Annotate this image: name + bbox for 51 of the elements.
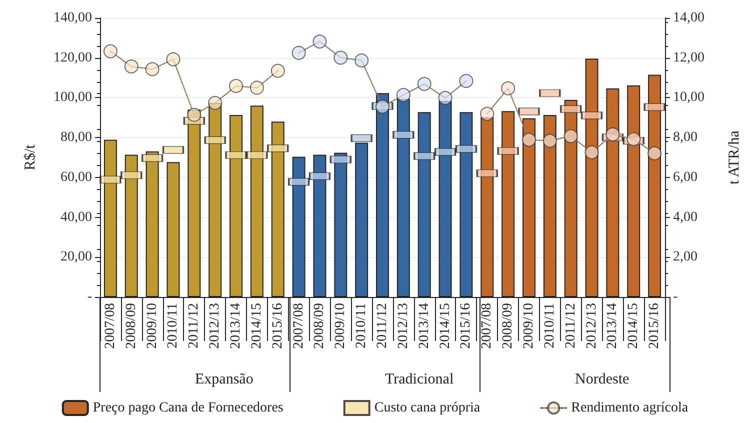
x-tick-label: 2015/16 xyxy=(270,303,286,349)
x-tick-label: 2012/13 xyxy=(208,303,223,349)
y2-tick-label: 12,00 xyxy=(673,50,704,66)
y-tick-label: 20,00 xyxy=(60,250,92,265)
legend-label: Custo cana própria xyxy=(374,400,481,416)
x-tick-label: 2009/10 xyxy=(333,303,348,349)
y-tick-label: - xyxy=(87,290,92,304)
x-tick-label: 2010/11 xyxy=(542,303,558,348)
y2-tick-label: 14,00 xyxy=(673,10,704,26)
x-tick-label: 2014/15 xyxy=(626,303,642,349)
x-tick-label: 2011/12 xyxy=(563,303,578,348)
x-tick-label: 2010/11 xyxy=(166,303,181,348)
legend-label: Preço pago Cana de Fornecedores xyxy=(92,400,284,416)
x-tick-label: 2014/15 xyxy=(438,303,453,349)
y-tick-label: 60,00 xyxy=(60,170,92,185)
x-tick-label: 2007/08 xyxy=(291,303,306,349)
y2-tick-label: 8,00 xyxy=(673,130,698,146)
x-tick-label: 2014/15 xyxy=(249,303,264,349)
text: Tradicional xyxy=(385,372,454,388)
x-tick-label: 2015/16 xyxy=(458,303,474,349)
legend-label: Rendimento agrícola xyxy=(571,400,689,416)
x-tick-label: 2008/09 xyxy=(500,303,516,349)
text: Nordeste xyxy=(574,372,630,388)
x-tick-label: 2013/14 xyxy=(228,303,244,349)
y2-tick-label: 2,00 xyxy=(673,250,698,265)
x-tick-label: 2011/12 xyxy=(375,303,390,348)
y-tick-label: 120,00 xyxy=(54,50,92,66)
x-tick-label: 2007/08 xyxy=(102,303,118,349)
y-tick-label: 40,00 xyxy=(60,210,92,225)
y-tick-label: 100,00 xyxy=(54,90,92,106)
x-tick-label: 2013/14 xyxy=(416,303,432,349)
x-tick-label: 2009/10 xyxy=(521,303,536,349)
x-tick-label: 2008/09 xyxy=(124,303,139,349)
x-tick-label: 2012/13 xyxy=(584,303,600,349)
y-tick-label: 140,00 xyxy=(54,10,92,26)
x-tick-label: 2013/14 xyxy=(605,303,620,349)
text: Expansão xyxy=(194,372,254,388)
x-tick-label: 2011/12 xyxy=(186,303,202,348)
x-tick-label: 2008/09 xyxy=(312,303,328,349)
y2-tick-label: 10,00 xyxy=(673,90,704,106)
x-tick-label: 2010/11 xyxy=(354,303,370,348)
y2-axis-title: t ATR/ha xyxy=(726,130,742,184)
x-tick-label: 2015/16 xyxy=(647,303,662,349)
y2-tick-label: 6,00 xyxy=(673,170,698,185)
y-axis-title: R$/t xyxy=(22,144,38,170)
y2-tick-label: - xyxy=(673,290,678,304)
y-tick-label: 80,00 xyxy=(60,130,92,146)
y2-tick-label: 4,00 xyxy=(673,210,698,225)
x-tick-label: 2009/10 xyxy=(144,303,160,349)
x-tick-label: 2007/08 xyxy=(480,303,495,349)
x-tick-label: 2012/13 xyxy=(396,303,411,349)
